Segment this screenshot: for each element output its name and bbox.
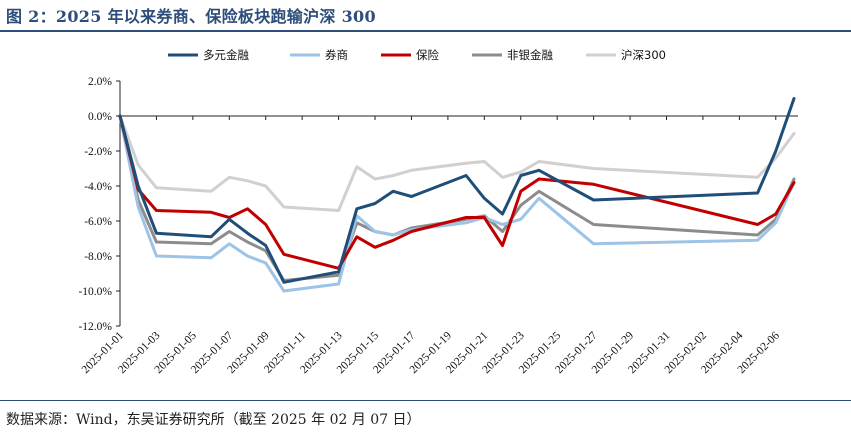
legend-label: 非银金融 (507, 48, 553, 62)
series-line-5 (118, 114, 796, 212)
legend-label: 多元金融 (203, 48, 249, 62)
y-tick-label: 0.0% (88, 111, 112, 123)
series-line-3 (118, 114, 796, 270)
footer-rule (0, 400, 851, 401)
series-lines (118, 97, 796, 293)
title-rule (0, 30, 851, 32)
y-tick-label: -8.0% (84, 251, 112, 263)
legend-label: 保险 (416, 48, 439, 62)
y-tick-label: -2.0% (84, 146, 112, 158)
y-tick-label: -12.0% (78, 321, 112, 333)
chart-legend: 多元金融 券商 保险 非银金融 沪深300 (168, 48, 666, 62)
figure-title: 图 2：2025 年以来券商、保险板块跑输沪深 300 (6, 7, 376, 26)
y-tick-label: -4.0% (84, 181, 112, 193)
series-line-2 (118, 114, 796, 293)
legend-label: 沪深300 (621, 48, 666, 62)
y-tick-label: -6.0% (84, 216, 112, 228)
legend-label: 券商 (325, 48, 348, 62)
y-tick-label: -10.0% (78, 286, 112, 298)
y-tick-label: 2.0% (88, 76, 112, 88)
line-chart: 多元金融 券商 保险 非银金融 沪深300 2.0% 0.0% -2.0% -4.0% -6.0… (78, 48, 798, 376)
data-source-note: 数据来源：Wind，东吴证券研究所（截至 2025 年 02 月 07 日） (6, 412, 421, 428)
series-line-1 (118, 97, 796, 284)
series-line-4 (118, 114, 796, 282)
